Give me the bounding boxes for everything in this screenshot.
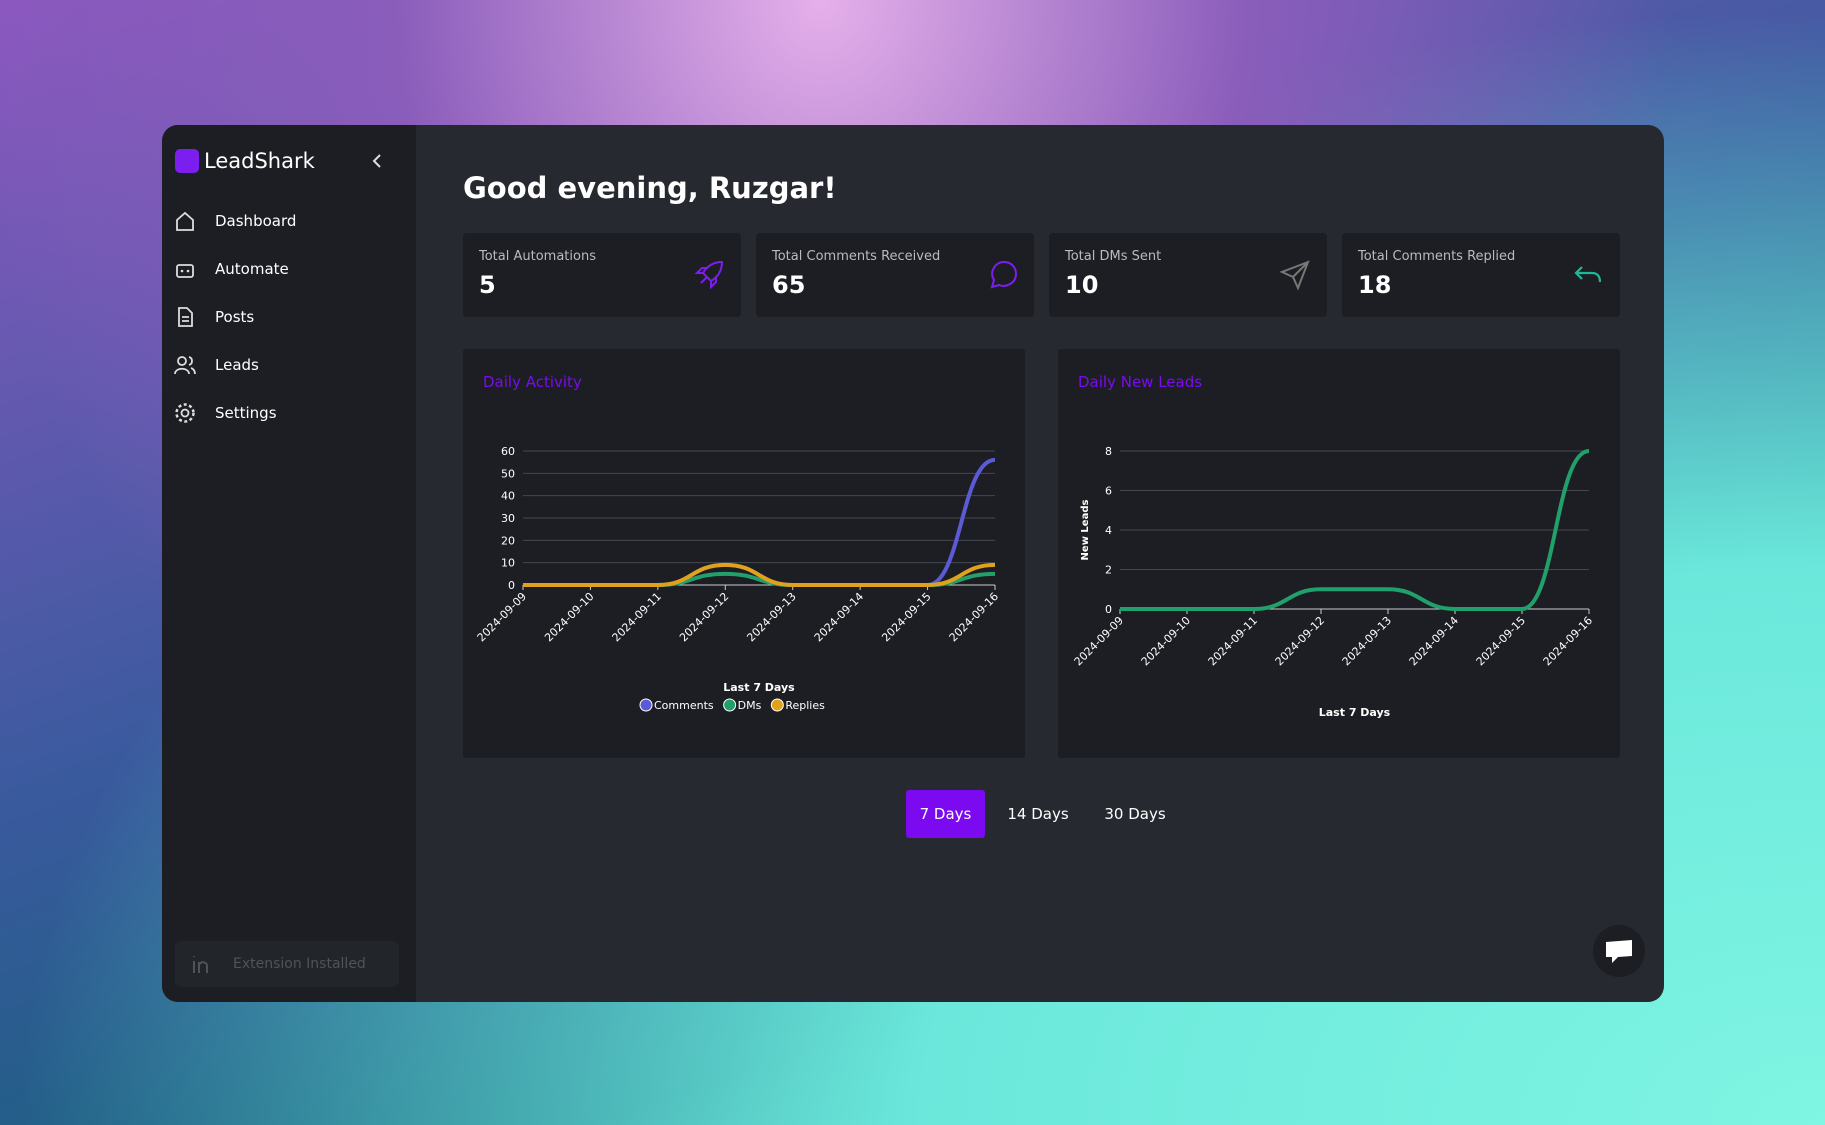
line: [523, 562, 996, 587]
x-tick-label: 2024-09-10: [1139, 614, 1193, 668]
greeting: Good evening, Ruzgar!: [463, 171, 837, 205]
y-tick-label: 0: [508, 579, 515, 592]
icon: [193, 956, 208, 973]
legend-label: Replies: [785, 699, 825, 712]
x-tick-label: 2024-09-15: [1474, 614, 1528, 668]
brand-name: LeadShark: [204, 149, 315, 173]
y-tick-label: 8: [1105, 445, 1112, 458]
stat-value: 65: [772, 271, 806, 299]
icon: [176, 211, 194, 231]
stat-value: 18: [1358, 271, 1392, 299]
nav-label: Posts: [215, 308, 255, 326]
y-tick-label: 10: [501, 557, 515, 570]
x-axis-title: Last 7 Days: [1319, 706, 1391, 719]
x-tick-label: 2024-09-11: [610, 590, 664, 644]
nav-item[interactable]: Posts: [174, 302, 254, 332]
line: [1120, 449, 1590, 611]
icon: [178, 307, 193, 327]
y-tick-label: 4: [1105, 524, 1112, 537]
y-tick-label: 60: [501, 445, 515, 458]
icon: [1279, 260, 1310, 291]
legend-marker: [723, 698, 737, 712]
icon: [175, 403, 195, 423]
x-tick-label: 2024-09-12: [677, 590, 731, 644]
icon: [174, 356, 196, 375]
stat-card: Total Comments Replied 18: [1342, 233, 1620, 317]
nav-label: Leads: [215, 356, 259, 374]
icon: [694, 260, 724, 290]
chart-title: Daily Activity: [483, 373, 582, 391]
legend-marker: [639, 698, 653, 712]
nav-label: Dashboard: [215, 212, 297, 230]
sidebar: LeadShark Dashboard Automate Posts Leads…: [162, 125, 416, 1002]
legend-marker: [770, 698, 784, 712]
icon: [176, 264, 194, 278]
extension-label: Extension Installed: [233, 956, 366, 972]
legend-label: Comments: [654, 699, 714, 712]
stat-value: 5: [479, 271, 496, 299]
chat-button[interactable]: [1593, 925, 1645, 977]
x-tick-label: 2024-09-16: [947, 590, 1001, 644]
stat-label: Total Comments Replied: [1358, 249, 1516, 264]
stat-label: Total Comments Received: [772, 249, 941, 264]
x-tick-label: 2024-09-09: [475, 590, 529, 644]
chart-card: Daily Activity 0 10 20 30 40 50 60 2024-09-09 202…: [463, 349, 1025, 758]
chart-title: Daily New Leads: [1078, 373, 1202, 391]
legend-label: DMs: [738, 699, 762, 712]
stat-label: Total DMs Sent: [1065, 249, 1162, 264]
app-window: LeadShark Dashboard Automate Posts Leads…: [162, 125, 1664, 1002]
x-tick-label: 2024-09-09: [1072, 614, 1126, 668]
y-tick-label: 0: [1105, 603, 1112, 616]
nav-item[interactable]: Settings: [174, 398, 277, 428]
range-button[interactable]: 7 Days: [906, 790, 985, 838]
y-tick-label: 2: [1105, 564, 1112, 577]
range-button[interactable]: 30 Days: [1104, 805, 1166, 823]
nav-item[interactable]: Leads: [174, 350, 259, 380]
x-tick-label: 2024-09-13: [744, 590, 798, 644]
x-tick-label: 2024-09-14: [1407, 614, 1461, 668]
icon: [1574, 266, 1602, 283]
y-tick-label: 20: [501, 534, 515, 547]
x-tick-label: 2024-09-12: [1273, 614, 1327, 668]
nav-item[interactable]: Automate: [174, 254, 289, 284]
logo: [175, 149, 199, 173]
stat-value: 10: [1065, 271, 1099, 299]
x-tick-label: 2024-09-14: [812, 590, 866, 644]
chart-card: Daily New Leads 0 2 4 6 8 2024-09-09 2024-09-10…: [1058, 349, 1620, 758]
x-axis-title: Last 7 Days: [723, 681, 795, 694]
nav-label: Automate: [215, 260, 289, 278]
x-tick-label: 2024-09-11: [1206, 614, 1260, 668]
y-tick-label: 30: [501, 512, 515, 525]
x-tick-label: 2024-09-13: [1340, 614, 1394, 668]
range-button[interactable]: 14 Days: [1007, 805, 1069, 823]
nav-label: Settings: [215, 404, 277, 422]
y-axis-title: New Leads: [1080, 500, 1091, 561]
chart: Daily New Leads 0 2 4 6 8 2024-09-09 2024-09-10…: [1072, 373, 1595, 719]
x-tick-label: 2024-09-16: [1541, 614, 1595, 668]
x-tick-label: 2024-09-15: [879, 590, 933, 644]
icon: [990, 260, 1018, 289]
extension-status: Extension Installed: [175, 941, 399, 987]
collapse-button[interactable]: [370, 153, 384, 169]
nav-item[interactable]: Dashboard: [174, 206, 296, 236]
line: [523, 457, 996, 587]
stat-card: Total DMs Sent 10: [1049, 233, 1327, 317]
y-tick-label: 6: [1105, 485, 1112, 498]
brand[interactable]: LeadShark: [175, 149, 315, 173]
x-tick-label: 2024-09-10: [542, 590, 596, 644]
stat-card: Total Comments Received 65: [756, 233, 1034, 317]
stat-card: Total Automations 5: [463, 233, 741, 317]
y-tick-label: 40: [501, 490, 515, 503]
y-tick-label: 50: [501, 467, 515, 480]
stat-label: Total Automations: [479, 249, 596, 264]
icon: [1606, 940, 1632, 963]
